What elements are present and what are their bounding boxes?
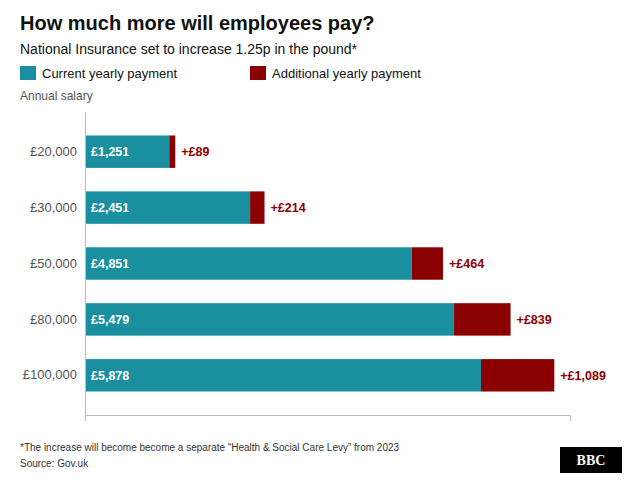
- y-tick-label: £100,000: [23, 367, 77, 382]
- logo: BBC: [560, 447, 622, 473]
- title: How much more will employees pay?: [20, 12, 375, 34]
- data-label: £5,479: [91, 313, 129, 327]
- y-axis-line: [85, 113, 86, 416]
- y-axis-title: Annual salary: [20, 89, 93, 103]
- legend-label: Current yearly payment: [42, 66, 177, 81]
- legend-swatch: [250, 66, 266, 80]
- y-tick-label: £30,000: [30, 200, 77, 215]
- x-axis-line: [86, 416, 571, 422]
- bar: [454, 303, 511, 335]
- legend-item: Additional yearly payment: [250, 66, 421, 81]
- y-tick: £30,000: [30, 200, 85, 215]
- bar: [169, 135, 175, 167]
- data-label: +£214: [271, 201, 306, 215]
- legend-item: Current yearly payment: [20, 66, 177, 81]
- y-tick-label: £20,000: [30, 144, 77, 159]
- data-label: £4,851: [91, 257, 129, 271]
- bars: [85, 135, 554, 391]
- data-label: £5,878: [91, 369, 129, 383]
- subtitle: National Insurance set to increase 1.25p…: [20, 41, 358, 57]
- legend-swatch: [20, 66, 36, 80]
- bar: [85, 135, 169, 167]
- source: Source: Gov.uk: [20, 458, 89, 469]
- data-label: +£839: [517, 313, 552, 327]
- footnote: *The increase will become become a separ…: [20, 442, 400, 453]
- bar: [85, 359, 481, 391]
- y-tick: £20,000: [30, 144, 85, 159]
- y-tick-label: £80,000: [30, 312, 77, 327]
- y-tick: £50,000: [30, 256, 85, 271]
- logo-label: BBC: [577, 453, 606, 468]
- bar-series: [169, 135, 554, 391]
- annotations: *The increase will become become a separ…: [20, 442, 622, 473]
- legend: Current yearly payment Additional yearly …: [20, 66, 421, 81]
- legend-label: Additional yearly payment: [272, 66, 421, 81]
- chart-svg: How much more will employees pay? Nationa…: [0, 0, 640, 487]
- y-tick-label: £50,000: [30, 256, 77, 271]
- bar: [85, 191, 250, 223]
- data-label: +£1,089: [560, 369, 606, 383]
- y-tick: £80,000: [30, 312, 85, 327]
- y-tick: £100,000: [23, 367, 85, 382]
- y-axis: £20,000 £30,000 £50,000 £80,000 £100,000: [23, 113, 86, 416]
- data-label: +£464: [449, 257, 484, 271]
- data-label: £1,251: [91, 145, 129, 159]
- bar: [85, 247, 412, 279]
- bar: [85, 303, 454, 335]
- bar: [412, 247, 443, 279]
- data-labels: £1,251 £2,451 £4,851 £5,479 £5,878 +£89 +£214 +…: [91, 145, 606, 383]
- bar: [250, 191, 264, 223]
- bar: [481, 359, 554, 391]
- bar-series: [85, 135, 481, 391]
- x-axis: [86, 416, 571, 422]
- data-label: +£89: [181, 145, 209, 159]
- logo-box: [560, 447, 622, 473]
- data-label: £2,451: [91, 201, 129, 215]
